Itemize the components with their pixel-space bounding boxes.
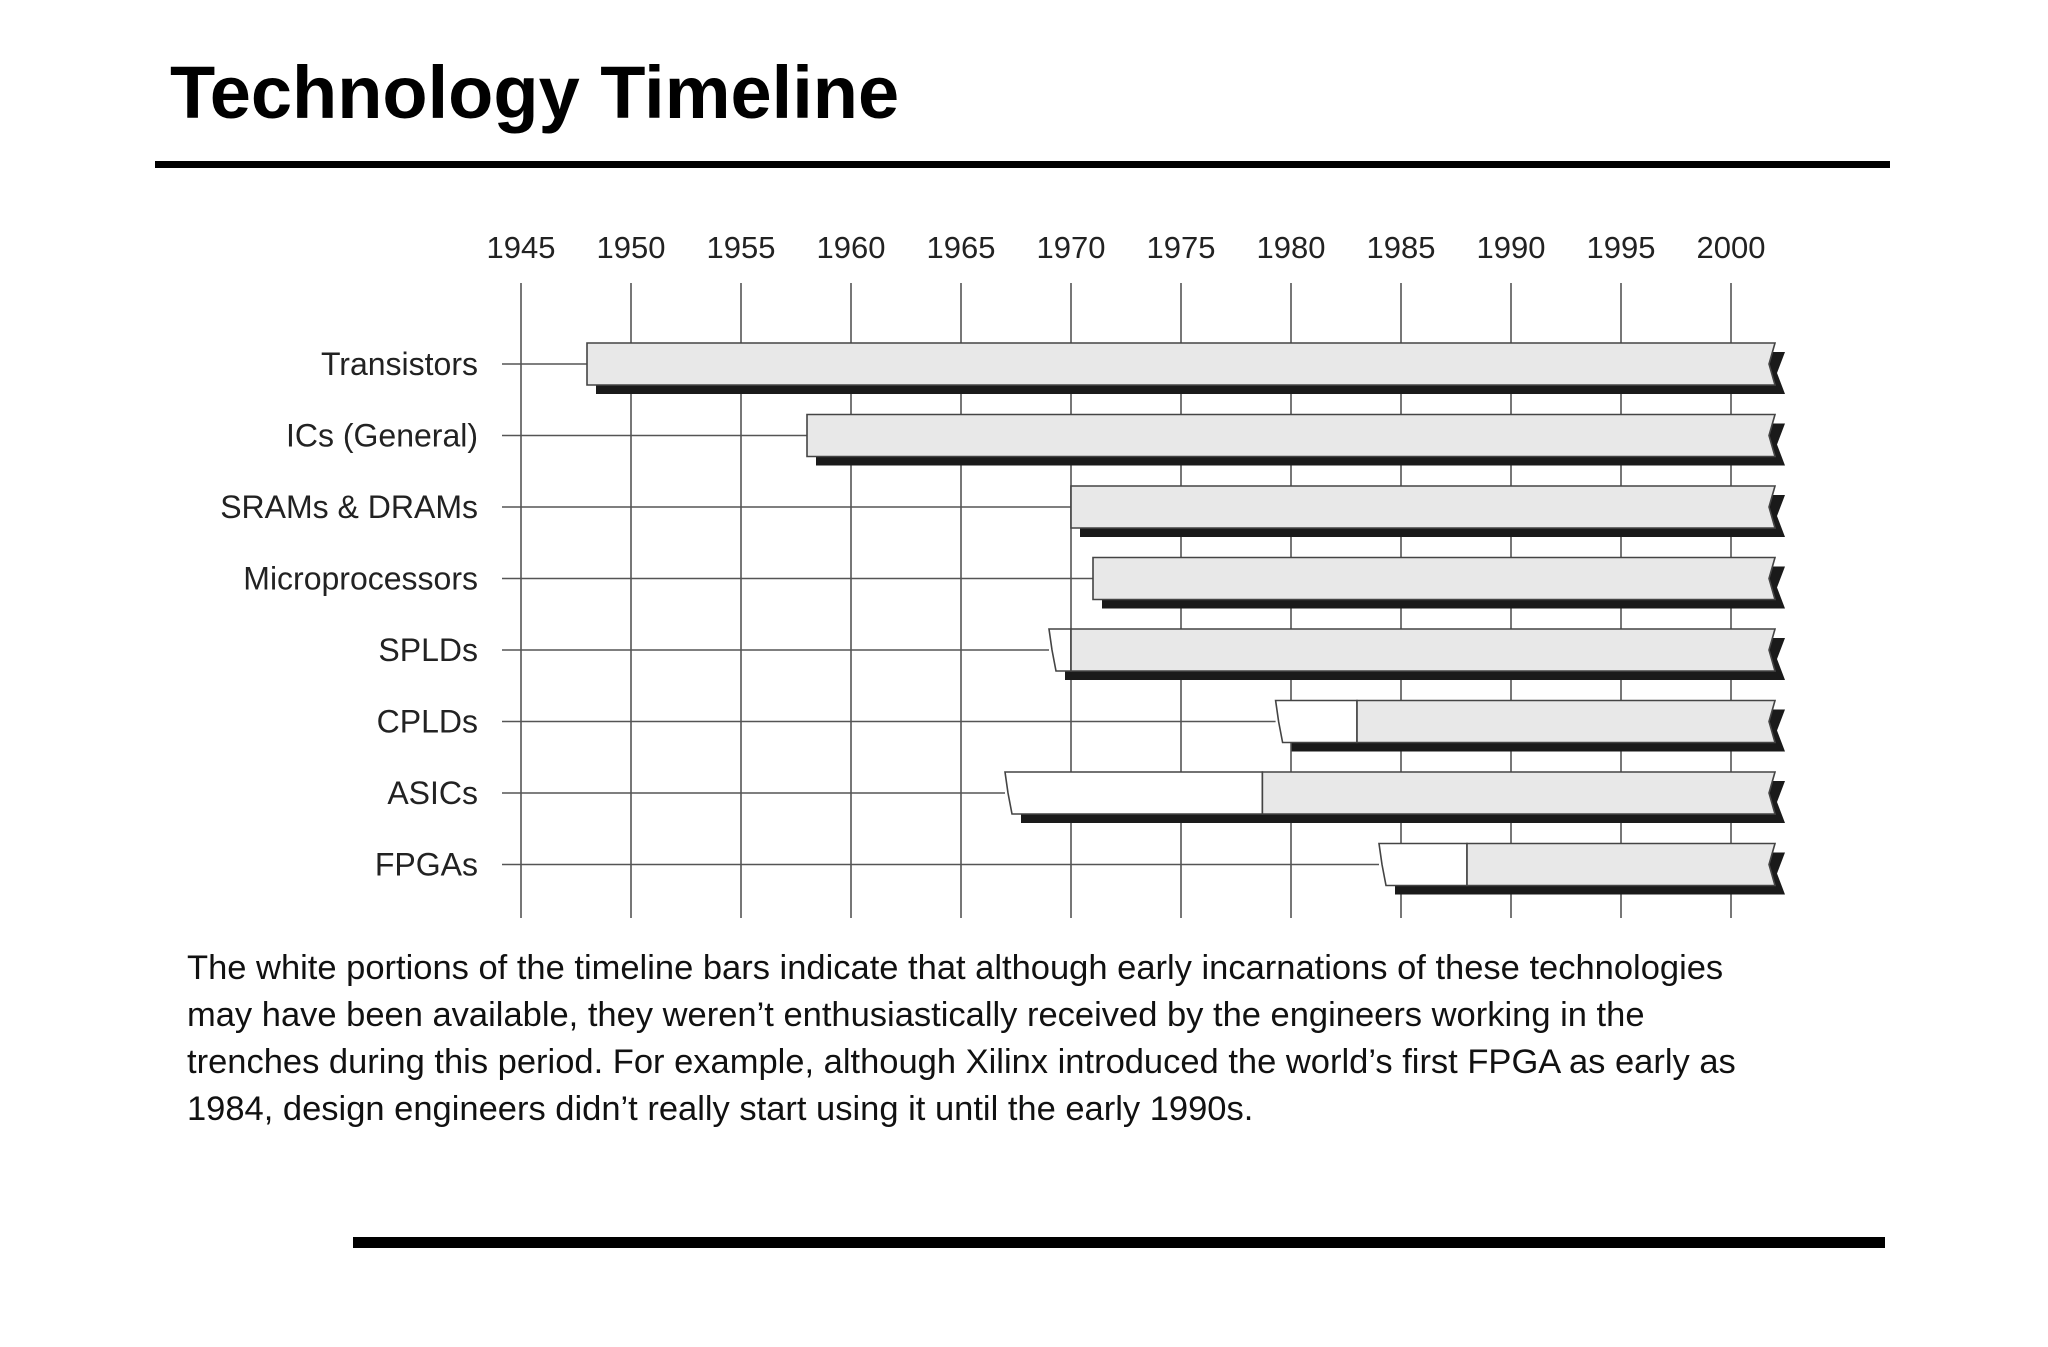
bar-early-segment	[1048, 628, 1072, 672]
tick-labels: 1945 1950 1955 1960 1965 1970 1975 1980 1985 1990…	[487, 230, 1766, 265]
row-label: ICs (General)	[286, 418, 478, 454]
timeline-row: ICs (General)	[286, 413, 1785, 466]
title-underline	[155, 161, 1890, 168]
tick-label: 1960	[817, 230, 886, 265]
tick-label: 1955	[707, 230, 776, 265]
timeline-rows: Transistors ICs (General) SRAMs & DRAMs Mic…	[220, 342, 1785, 895]
bar-accepted-segment	[1466, 842, 1777, 887]
tick-label: 1995	[1587, 230, 1656, 265]
bar-accepted-segment	[1356, 699, 1777, 744]
timeline-row: FPGAs	[375, 842, 1785, 895]
tick-label: 1965	[927, 230, 996, 265]
row-label: FPGAs	[375, 847, 478, 883]
bar-early-segment	[1378, 842, 1468, 887]
bar-accepted-segment	[1070, 628, 1777, 672]
bar-early-segment	[1274, 699, 1358, 744]
row-label: CPLDs	[377, 704, 478, 740]
tick-label: 1990	[1477, 230, 1546, 265]
bar-accepted-segment	[1092, 556, 1777, 601]
caption-line: may have been available, they weren’t en…	[187, 996, 1645, 1034]
tick-label: 1985	[1367, 230, 1436, 265]
bar-early-segment	[1004, 771, 1264, 815]
caption: The white portions of the timeline bars …	[187, 945, 1887, 1133]
caption-line: The white portions of the timeline bars …	[187, 949, 1724, 987]
timeline-chart: 1945 1950 1955 1960 1965 1970 1975 1980 1985 1990…	[220, 230, 1785, 918]
caption-line: trenches during this period. For example…	[187, 1043, 1736, 1081]
tick-label: 1980	[1257, 230, 1326, 265]
timeline-row: SPLDs	[378, 628, 1785, 680]
bar-accepted-segment	[806, 413, 1777, 458]
tick-label: 1970	[1037, 230, 1106, 265]
row-label: Microprocessors	[243, 561, 478, 597]
timeline-row: CPLDs	[377, 699, 1785, 752]
slide-title: Technology Timeline	[170, 51, 900, 134]
timeline-row: SRAMs & DRAMs	[220, 485, 1785, 537]
row-label: SPLDs	[378, 632, 478, 668]
row-label: SRAMs & DRAMs	[220, 489, 478, 525]
bar-accepted-segment	[586, 342, 1777, 386]
tick-label: 1975	[1147, 230, 1216, 265]
caption-line: 1984, design engineers didn’t really sta…	[187, 1090, 1254, 1128]
row-label: ASICs	[387, 775, 478, 811]
timeline-row: Microprocessors	[243, 556, 1785, 609]
tick-label: 1945	[487, 230, 556, 265]
tick-label: 2000	[1697, 230, 1766, 265]
tick-label: 1950	[597, 230, 666, 265]
bar-accepted-segment	[1261, 771, 1777, 815]
timeline-row: ASICs	[387, 771, 1785, 823]
bar-accepted-segment	[1070, 485, 1777, 529]
row-label: Transistors	[321, 346, 478, 382]
timeline-row: Transistors	[321, 342, 1785, 394]
footer-rule	[353, 1237, 1885, 1248]
